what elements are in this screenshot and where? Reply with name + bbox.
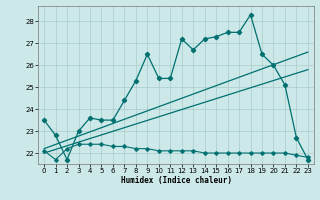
X-axis label: Humidex (Indice chaleur): Humidex (Indice chaleur) [121,176,231,185]
